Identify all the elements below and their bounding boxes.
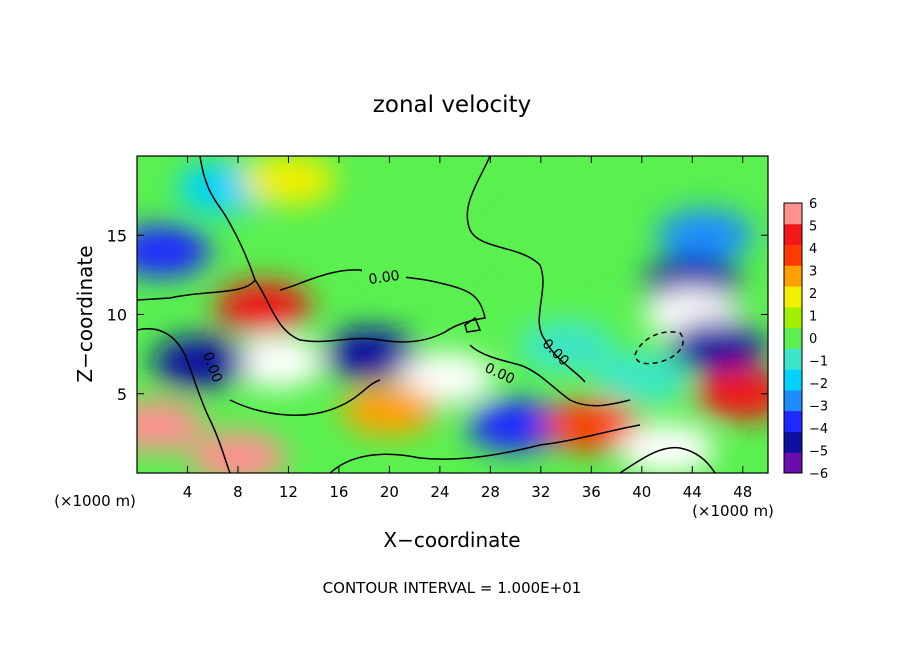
heatmap-cell — [669, 320, 766, 373]
colorbar-swatch — [784, 306, 802, 329]
heatmap-cell — [137, 399, 204, 452]
colorbar-tick-label: −1 — [809, 355, 828, 370]
y-tick-label: 10 — [107, 306, 127, 325]
x-tick-label: 32 — [531, 483, 550, 501]
heatmap-cell — [341, 383, 438, 436]
contour-interval-note: CONTOUR INTERVAL = 1.000E+01 — [323, 579, 582, 597]
colorbar-tick-label: 1 — [809, 310, 817, 325]
contour-line — [466, 156, 586, 383]
x-axis: 4 8 12 16 20 24 28 32 36 40 44 48 — [183, 156, 752, 501]
colorbar-swatch — [784, 369, 802, 391]
contour-line — [634, 331, 684, 365]
heatmap-cell — [366, 225, 463, 278]
contour-line — [619, 446, 716, 473]
heatmap-area: 0.00 0.00 0.00 0.00 — [137, 156, 768, 473]
colorbar-swatch — [784, 265, 802, 287]
colorbar-tick-label: 6 — [809, 197, 817, 212]
x-tick-label: 36 — [582, 483, 601, 501]
x-tick-label: 28 — [481, 483, 500, 501]
colorbar-tick-label: −3 — [809, 400, 828, 415]
heatmap-cell — [215, 280, 312, 333]
contour-line — [229, 379, 381, 416]
colorbar-swatch — [784, 410, 802, 432]
x-scale-note-left: (×1000 m) — [54, 492, 136, 510]
contour-line — [469, 344, 631, 407]
contour-line — [464, 316, 482, 333]
colorbar-tick-label: −4 — [809, 422, 828, 437]
heatmap-cell — [137, 225, 211, 278]
colorbar-tick-label: −5 — [809, 445, 828, 460]
colorbar-swatch — [784, 286, 802, 308]
heatmap-cell — [467, 399, 564, 452]
x-axis-label: X−coordinate — [383, 528, 520, 552]
heatmap-fields — [137, 156, 768, 473]
heatmap-cell — [152, 336, 249, 389]
x-tick-label: 44 — [683, 483, 702, 501]
contour-label: 0.00 — [368, 268, 401, 288]
heatmap-cell — [227, 336, 324, 389]
x-tick-label: 48 — [733, 483, 752, 501]
heatmap-cell — [694, 367, 768, 420]
x-tick-label: 4 — [183, 483, 193, 501]
colorbar-swatch — [784, 244, 802, 266]
colorbar-tick-label: 3 — [809, 265, 817, 280]
y-axis: 5 10 15 — [107, 226, 768, 404]
heatmap-cell — [619, 423, 716, 473]
y-tick-label: 5 — [117, 385, 127, 404]
colorbar-frame — [783, 202, 803, 474]
contour-label-bg — [362, 268, 406, 286]
colorbar-tick-label: −6 — [809, 467, 828, 482]
y-axis-label: Z−coordinate — [73, 245, 97, 382]
heatmap-cell — [505, 209, 602, 262]
chart-title: zonal velocity — [373, 92, 531, 118]
x-tick-label: 8 — [233, 483, 243, 501]
colorbar-tick-label: 2 — [809, 287, 817, 302]
contour-line — [329, 424, 641, 473]
heatmap-cell — [656, 209, 753, 262]
colorbar-swatch — [784, 223, 802, 246]
x-scale-note-right: (×1000 m) — [692, 502, 774, 520]
x-tick-label: 40 — [632, 483, 651, 501]
colorbar: 6 5 4 3 2 1 0 −1 −2 −3 −4 −5 −6 — [784, 197, 828, 482]
contour-line — [137, 156, 256, 301]
colorbar-swatch — [784, 389, 802, 412]
heatmap-cell — [240, 156, 337, 206]
x-tick-label: 12 — [279, 483, 298, 501]
x-tick-label: 20 — [380, 483, 399, 501]
colorbar-swatch — [784, 452, 802, 474]
colorbar-tick-label: 4 — [809, 242, 817, 257]
colorbar-swatch — [784, 327, 802, 349]
colorbar-swatch — [784, 348, 802, 370]
contour-line — [137, 328, 231, 473]
y-tick-label: 15 — [107, 226, 127, 245]
colorbar-swatch — [784, 203, 802, 225]
colorbar-tick-label: −2 — [809, 377, 828, 392]
heatmap-cell — [543, 399, 640, 452]
colorbar-tick-label: 5 — [809, 220, 817, 235]
zero-contours — [137, 156, 716, 473]
colorbar-tick-label: 0 — [809, 332, 817, 347]
colorbar-swatch — [784, 431, 802, 453]
heatmap-cell — [593, 351, 690, 404]
heatmap-cell — [189, 431, 286, 473]
x-tick-label: 24 — [430, 483, 449, 501]
x-tick-label: 16 — [329, 483, 348, 501]
